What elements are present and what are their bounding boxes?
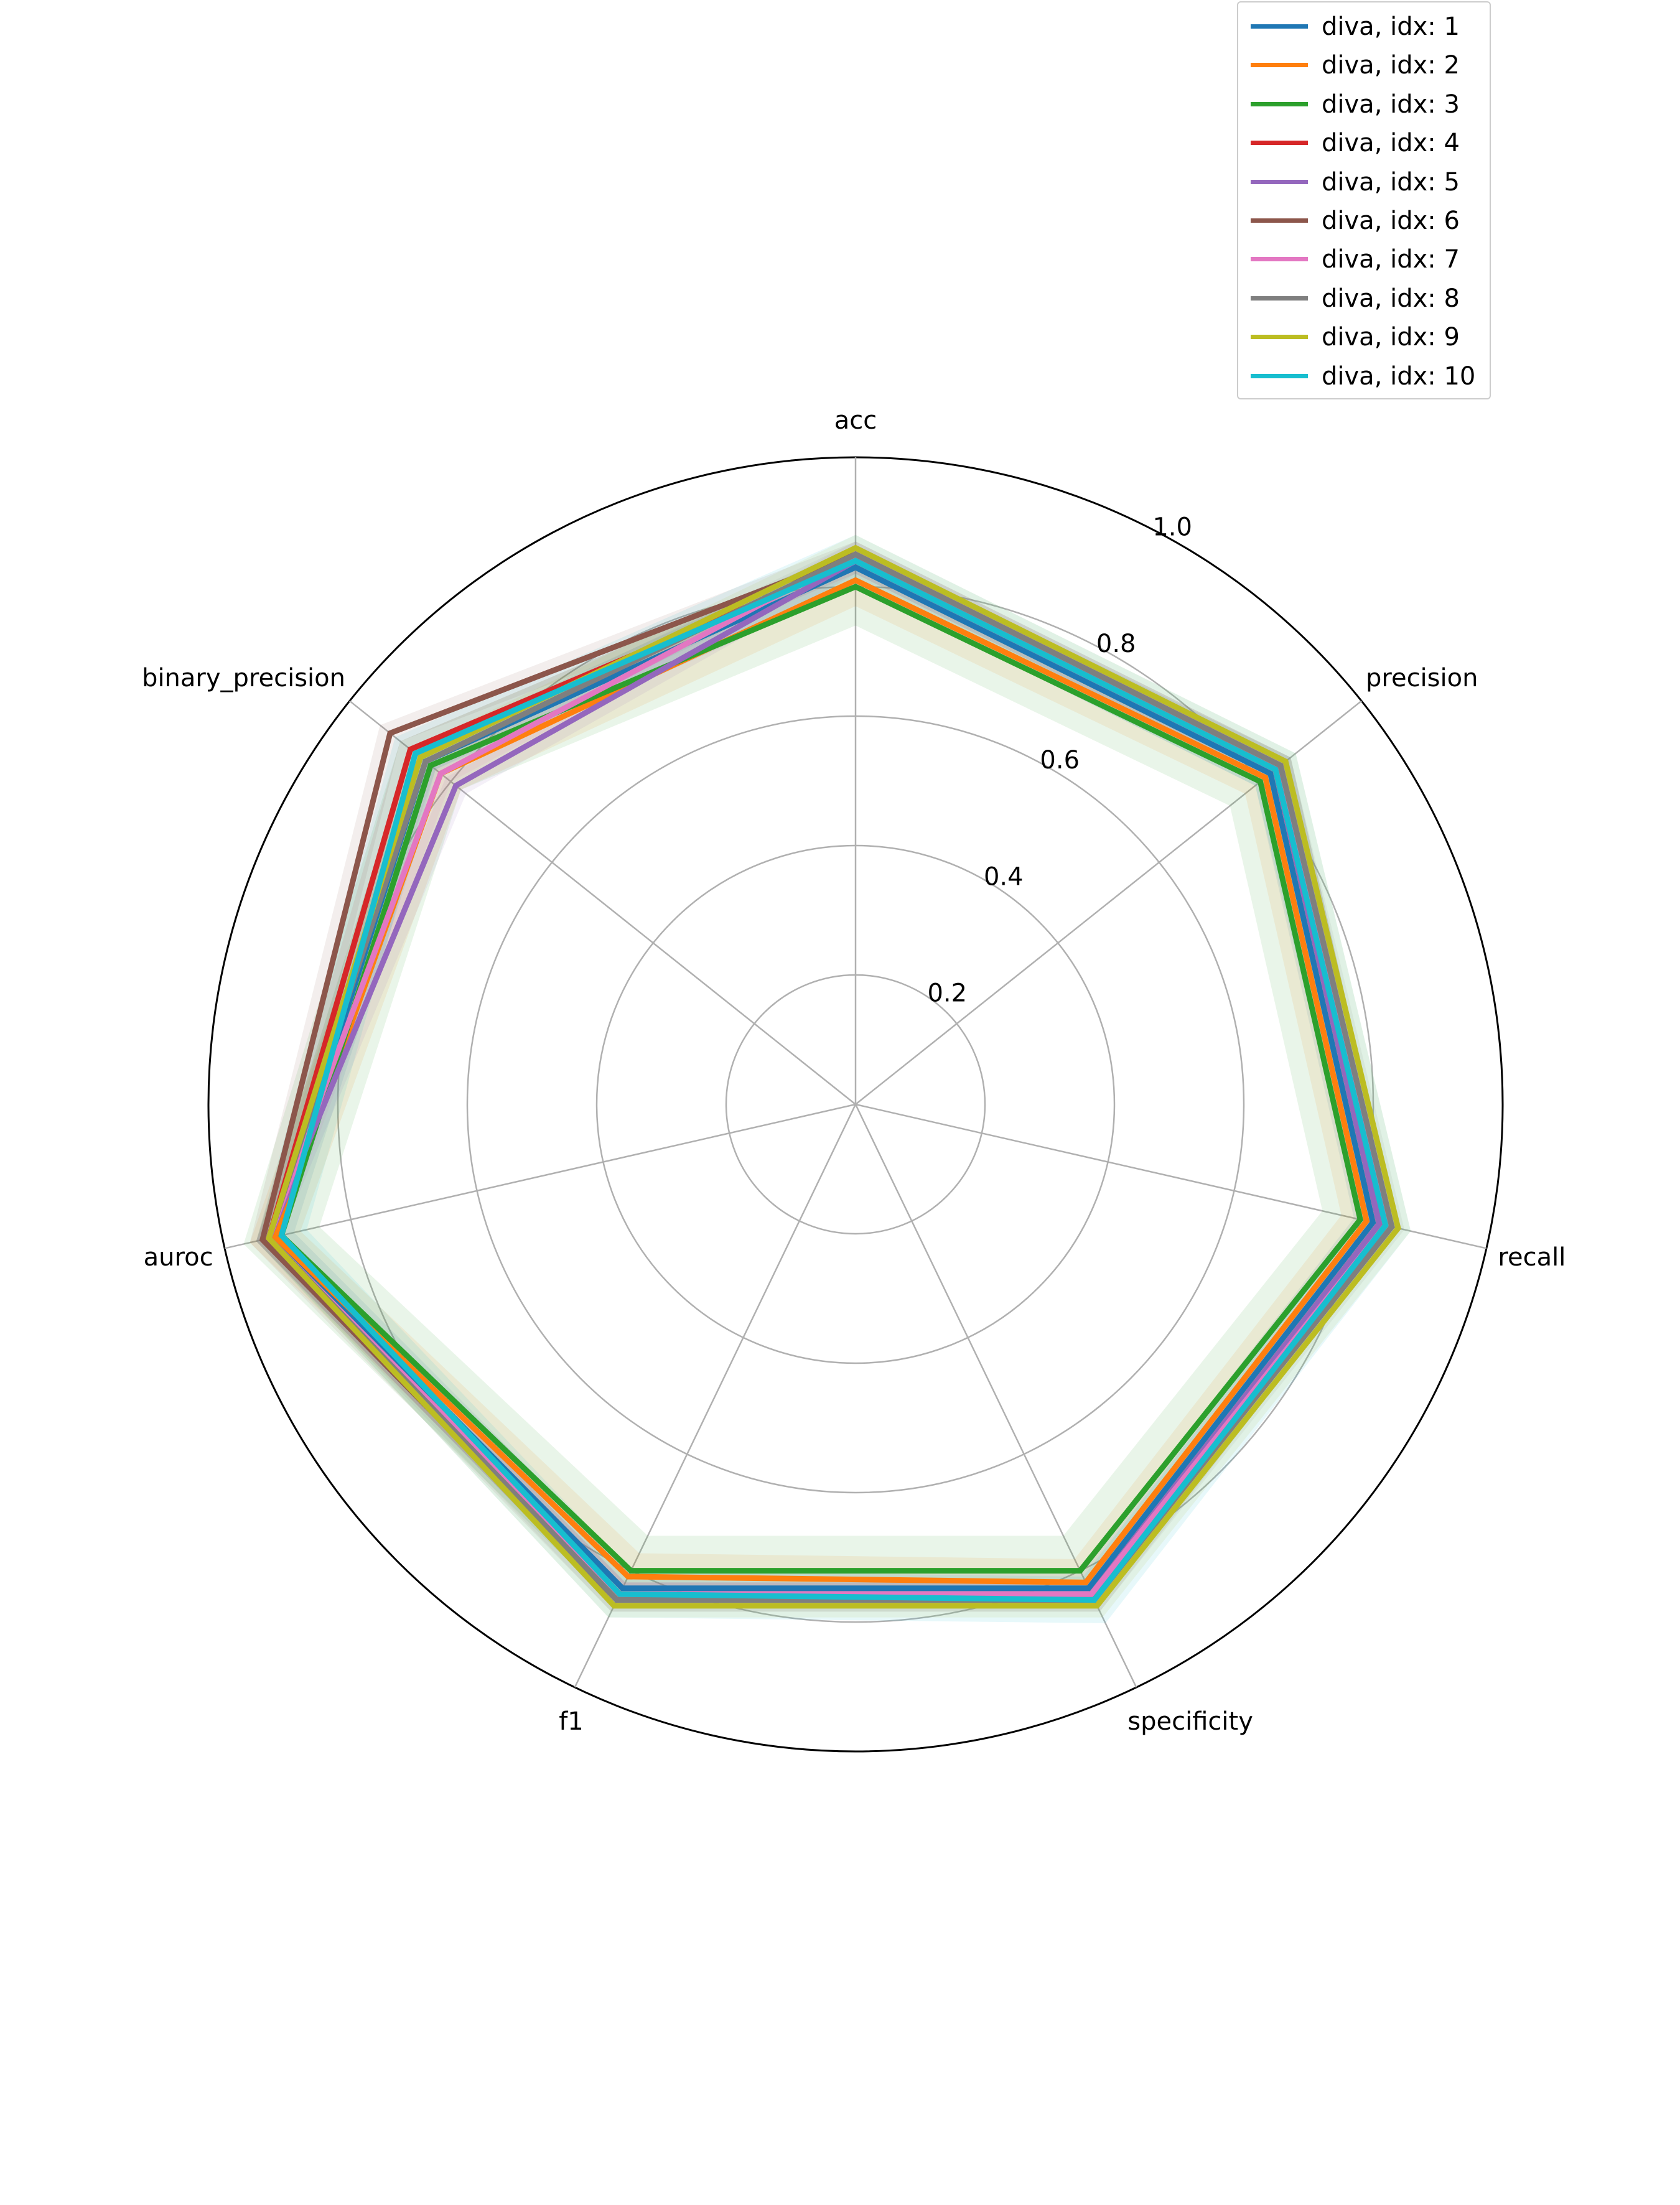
axis-label-specificity: specificity <box>1127 1707 1253 1736</box>
series-line <box>278 557 1389 1603</box>
legend-swatch <box>1251 373 1308 378</box>
axis-label-f1: f1 <box>559 1707 584 1736</box>
legend-item: diva, idx: 8 <box>1238 279 1490 318</box>
legend-swatch <box>1251 218 1308 223</box>
legend-label: diva, idx: 10 <box>1322 361 1476 391</box>
series-line <box>265 551 1395 1603</box>
axis-label-precision: precision <box>1366 664 1478 692</box>
radial-tick-label: 0.6 <box>1040 746 1080 775</box>
label-layer: 0.2 0.4 0.6 0.8 1.0 acc precision recall specifi… <box>142 406 1566 1736</box>
series-band <box>256 534 1411 1618</box>
legend-swatch <box>1251 257 1308 262</box>
spoke-line <box>224 1103 856 1249</box>
radial-tick-label: 1.0 <box>1152 513 1192 542</box>
legend-label: diva, idx: 4 <box>1322 129 1460 158</box>
spoke-line <box>349 700 856 1105</box>
legend: diva, idx: 1 diva, idx: 2 diva, idx: 3 diva… <box>1237 1 1491 399</box>
legend-swatch <box>1251 179 1308 184</box>
axis-label-binary-precision: binary_precision <box>142 664 345 692</box>
axis-label-auroc: auroc <box>144 1243 213 1272</box>
legend-item: diva, idx: 9 <box>1238 318 1490 357</box>
legend-swatch <box>1251 296 1308 301</box>
axis-label-recall: recall <box>1498 1243 1566 1272</box>
legend-label: diva, idx: 3 <box>1322 90 1460 119</box>
radial-tick-label: 0.2 <box>927 979 967 1008</box>
series-layer <box>259 544 1401 1609</box>
legend-item: diva, idx: 3 <box>1238 85 1490 124</box>
series-line <box>265 544 1401 1609</box>
series-line <box>278 584 1364 1574</box>
legend-swatch <box>1251 335 1308 340</box>
legend-label: diva, idx: 5 <box>1322 167 1460 197</box>
legend-item: diva, idx: 7 <box>1238 240 1490 279</box>
axis-label-acc: acc <box>834 406 877 435</box>
legend-item: diva, idx: 5 <box>1238 163 1490 202</box>
legend-label: diva, idx: 2 <box>1322 51 1460 80</box>
series-band <box>256 534 1411 1623</box>
legend-item: diva, idx: 6 <box>1238 202 1490 240</box>
legend-item: diva, idx: 2 <box>1238 46 1490 85</box>
legend-label: diva, idx: 9 <box>1322 323 1460 352</box>
band-layer <box>243 534 1411 1623</box>
legend-label: diva, idx: 8 <box>1322 284 1460 313</box>
legend-item: diva, idx: 1 <box>1238 7 1490 46</box>
legend-swatch <box>1251 101 1308 106</box>
radial-tick-label: 0.8 <box>1096 630 1136 658</box>
legend-label: diva, idx: 6 <box>1322 207 1460 235</box>
legend-swatch <box>1251 24 1308 29</box>
legend-swatch <box>1251 141 1308 146</box>
radial-tick-label: 0.4 <box>984 862 1024 891</box>
legend-swatch <box>1251 63 1308 68</box>
grid-layer <box>207 456 1504 1753</box>
legend-label: diva, idx: 1 <box>1322 12 1460 41</box>
legend-item: diva, idx: 10 <box>1238 357 1490 396</box>
legend-label: diva, idx: 7 <box>1322 245 1460 274</box>
legend-item: diva, idx: 4 <box>1238 124 1490 162</box>
